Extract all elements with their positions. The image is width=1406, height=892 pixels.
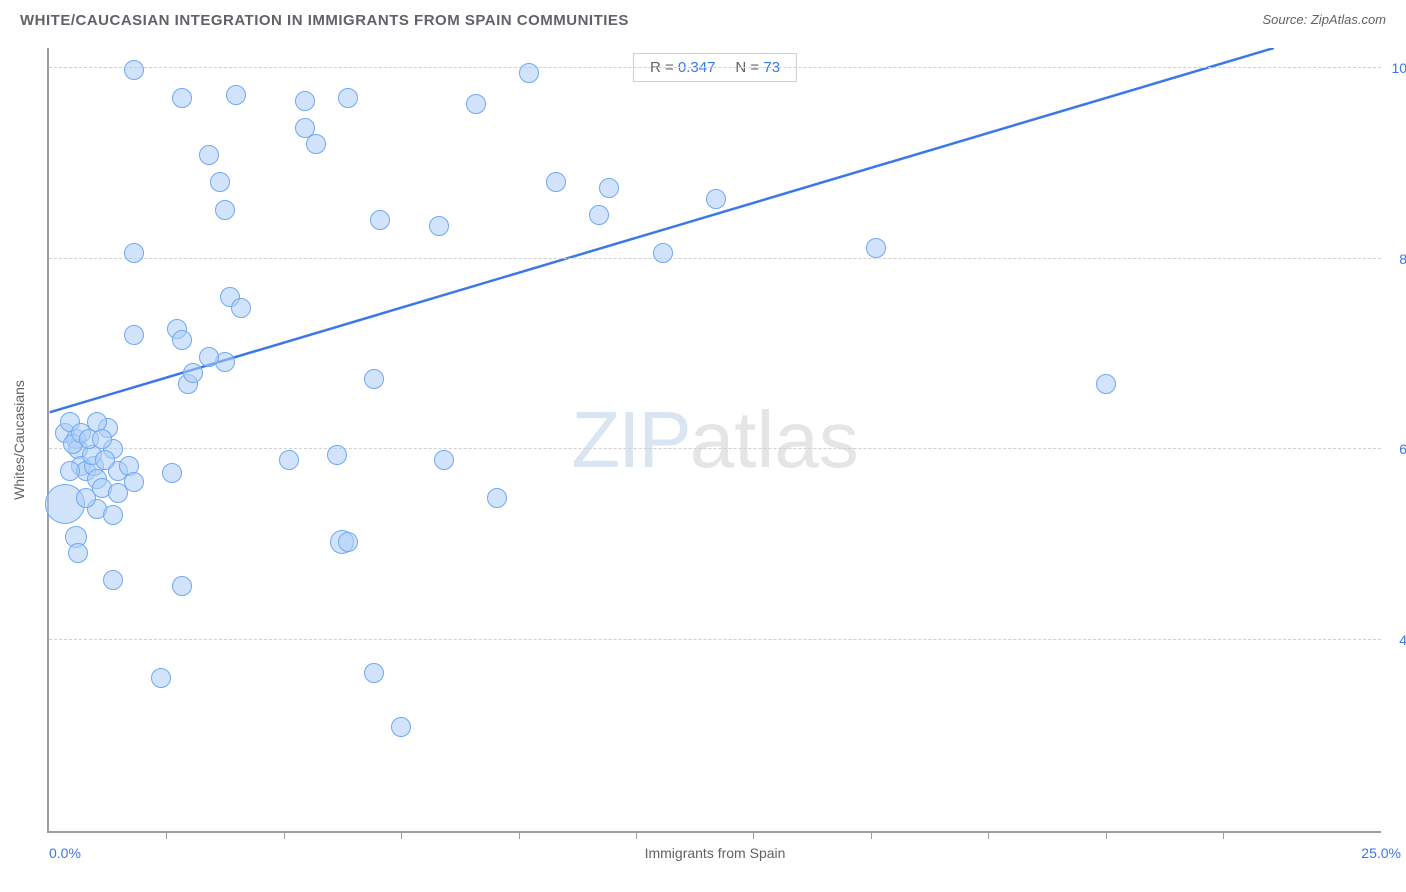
data-point[interactable]: [364, 663, 384, 683]
x-tick: [284, 831, 285, 839]
data-point[interactable]: [124, 243, 144, 263]
data-point[interactable]: [589, 205, 609, 225]
data-point[interactable]: [215, 200, 235, 220]
x-tick: [401, 831, 402, 839]
y-tick-label: 100.0%: [1392, 60, 1406, 76]
gridline-h: [49, 639, 1381, 640]
data-point[interactable]: [60, 461, 80, 481]
data-point[interactable]: [210, 172, 230, 192]
data-point[interactable]: [487, 488, 507, 508]
data-point[interactable]: [103, 505, 123, 525]
x-tick: [988, 831, 989, 839]
data-point[interactable]: [546, 172, 566, 192]
data-point[interactable]: [338, 88, 358, 108]
y-tick-label: 47.5%: [1399, 632, 1406, 648]
data-point[interactable]: [92, 429, 112, 449]
data-point[interactable]: [124, 472, 144, 492]
data-point[interactable]: [306, 134, 326, 154]
data-point[interactable]: [653, 243, 673, 263]
data-point[interactable]: [279, 450, 299, 470]
y-axis-title: Whites/Caucasians: [11, 380, 27, 500]
x-axis-title: Immigrants from Spain: [645, 845, 786, 861]
data-point[interactable]: [151, 668, 171, 688]
data-point[interactable]: [199, 145, 219, 165]
data-point[interactable]: [183, 363, 203, 383]
data-point[interactable]: [231, 298, 251, 318]
data-point[interactable]: [172, 330, 192, 350]
data-point[interactable]: [162, 463, 182, 483]
data-point[interactable]: [364, 369, 384, 389]
data-point[interactable]: [76, 488, 96, 508]
data-point[interactable]: [124, 60, 144, 80]
x-tick: [753, 831, 754, 839]
x-tick: [871, 831, 872, 839]
data-point[interactable]: [429, 216, 449, 236]
data-point[interactable]: [519, 63, 539, 83]
x-tick: [1106, 831, 1107, 839]
x-max-label: 25.0%: [1361, 845, 1401, 861]
data-point[interactable]: [68, 543, 88, 563]
data-point[interactable]: [1096, 374, 1116, 394]
data-point[interactable]: [599, 178, 619, 198]
data-point[interactable]: [370, 210, 390, 230]
trendline: [49, 48, 1381, 831]
watermark-part2: atlas: [690, 395, 859, 484]
x-tick: [1223, 831, 1224, 839]
chart-header: WHITE/CAUCASIAN INTEGRATION IN IMMIGRANT…: [0, 0, 1406, 48]
x-tick: [166, 831, 167, 839]
data-point[interactable]: [295, 91, 315, 111]
watermark-part1: ZIP: [571, 395, 689, 484]
data-point[interactable]: [172, 576, 192, 596]
x-min-label: 0.0%: [49, 845, 81, 861]
data-point[interactable]: [199, 347, 219, 367]
watermark: ZIPatlas: [571, 394, 858, 486]
scatter-chart: ZIPatlas R = 0.347 N = 73 Whites/Caucasi…: [47, 48, 1381, 833]
data-point[interactable]: [103, 570, 123, 590]
data-point[interactable]: [95, 450, 115, 470]
data-point[interactable]: [338, 532, 358, 552]
data-point[interactable]: [434, 450, 454, 470]
x-tick: [519, 831, 520, 839]
gridline-h: [49, 258, 1381, 259]
chart-source: Source: ZipAtlas.com: [1262, 12, 1386, 27]
data-point[interactable]: [327, 445, 347, 465]
y-tick-label: 82.5%: [1399, 251, 1406, 267]
gridline-h: [49, 67, 1381, 68]
gridline-h: [49, 448, 1381, 449]
data-point[interactable]: [466, 94, 486, 114]
data-point[interactable]: [866, 238, 886, 258]
x-tick: [636, 831, 637, 839]
data-point[interactable]: [172, 88, 192, 108]
data-point[interactable]: [226, 85, 246, 105]
data-point[interactable]: [706, 189, 726, 209]
data-point[interactable]: [124, 325, 144, 345]
y-tick-label: 65.0%: [1399, 441, 1406, 457]
data-point[interactable]: [391, 717, 411, 737]
chart-title: WHITE/CAUCASIAN INTEGRATION IN IMMIGRANT…: [20, 12, 629, 29]
